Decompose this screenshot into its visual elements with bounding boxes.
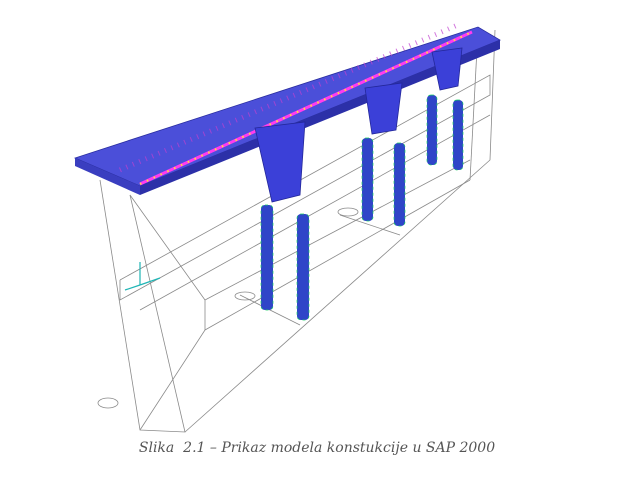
deck [73, 21, 501, 195]
columns [260, 94, 464, 321]
axis-symbol [124, 262, 161, 291]
model-figure [73, 21, 501, 433]
pier-caps [254, 47, 463, 203]
figure-caption: Slika 2.1 – Prikaz modela konstukcije u … [138, 440, 496, 456]
